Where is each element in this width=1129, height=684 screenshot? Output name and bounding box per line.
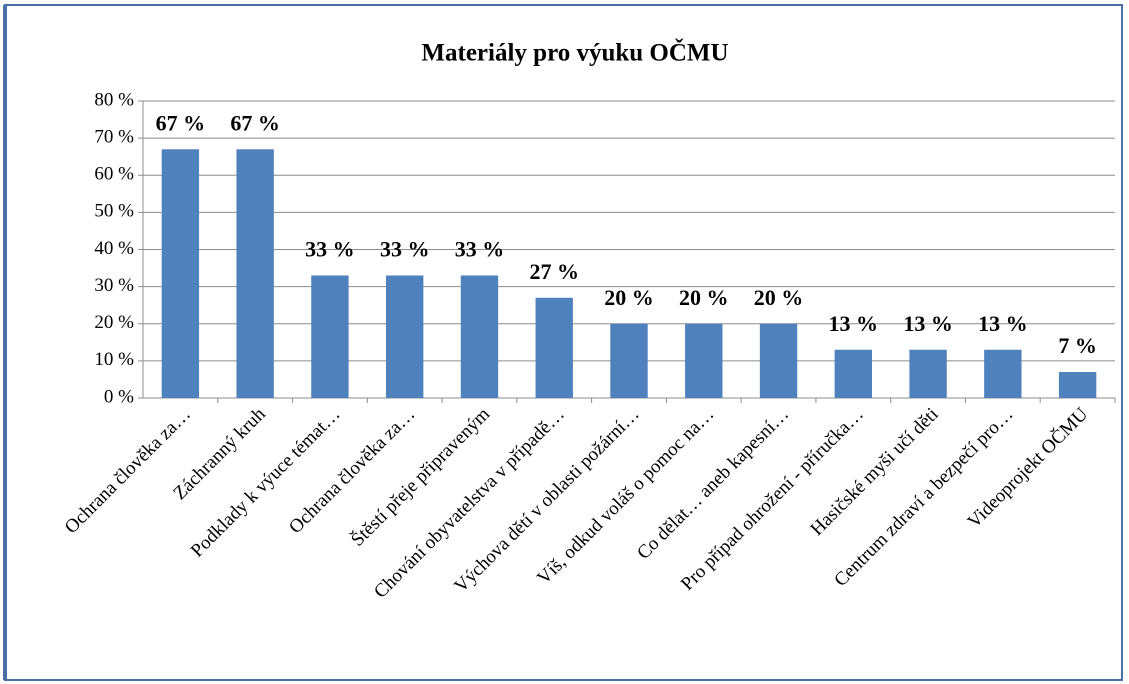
y-tick-label: 30 %	[94, 275, 134, 296]
bar	[1058, 372, 1097, 398]
y-tick-label: 50 %	[94, 201, 134, 222]
y-tick-label: 20 %	[94, 312, 134, 333]
data-label: 67 %	[230, 110, 280, 135]
bar	[161, 149, 200, 398]
bar	[460, 275, 499, 398]
data-label: 20 %	[679, 285, 729, 310]
bar	[535, 297, 573, 398]
data-label: 33 %	[305, 237, 355, 262]
bar	[610, 323, 648, 398]
data-label: 7 %	[1058, 333, 1097, 358]
bar	[386, 275, 424, 398]
data-label: 33 %	[455, 237, 505, 262]
data-label: 13 %	[903, 311, 953, 336]
data-label: 20 %	[754, 285, 804, 310]
data-label: 33 %	[380, 237, 430, 262]
data-label: 20 %	[604, 285, 654, 310]
bar	[311, 275, 349, 398]
chart-title: Materiály pro výuku OČMU	[421, 38, 728, 67]
y-tick-label: 10 %	[94, 349, 134, 370]
data-label: 67 %	[156, 110, 206, 135]
y-tick-label: 0 %	[104, 386, 134, 407]
bar	[236, 149, 274, 398]
bar	[909, 349, 947, 398]
bar	[759, 323, 798, 398]
y-tick-label: 70 %	[94, 126, 134, 147]
bar	[984, 349, 1022, 398]
data-label: 13 %	[978, 311, 1028, 336]
data-label: 27 %	[529, 259, 579, 284]
data-label: 13 %	[829, 311, 879, 336]
y-tick-label: 40 %	[94, 238, 134, 259]
bar	[685, 323, 723, 398]
y-tick-label: 80 %	[94, 89, 134, 110]
bar	[834, 349, 872, 398]
y-tick-label: 60 %	[94, 164, 134, 185]
